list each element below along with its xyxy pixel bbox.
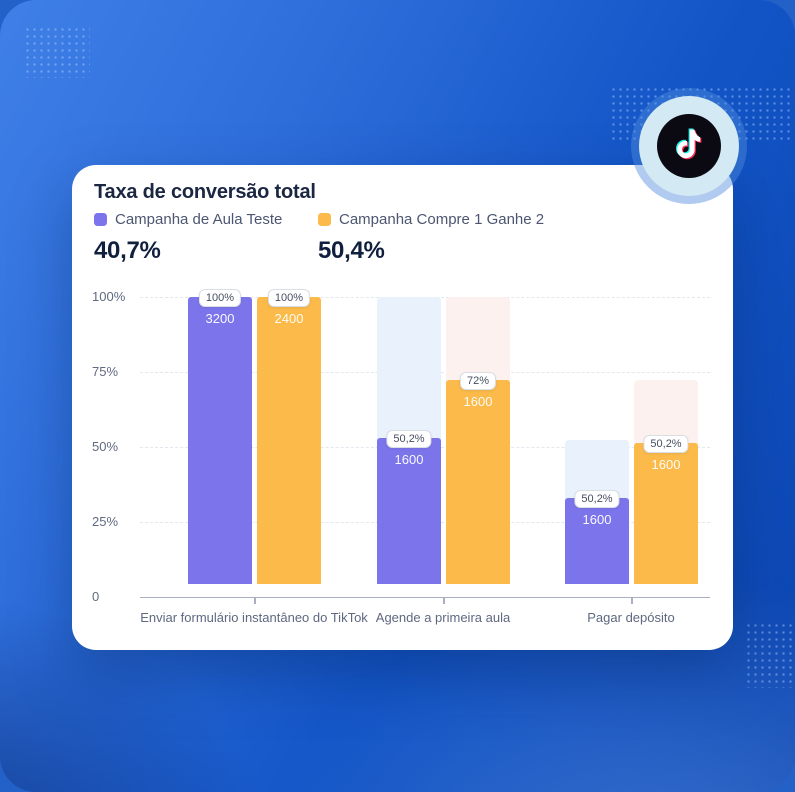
bar-percent-badge: 100% [267, 289, 311, 307]
x-axis-tick [254, 598, 256, 604]
bar-value-label: 1600 [651, 457, 681, 472]
y-axis-tick-label: 25% [92, 514, 119, 529]
x-axis-category-label: Agende a primeira aula [375, 610, 511, 625]
y-axis-tick-label: 75% [92, 364, 119, 379]
tiktok-logo [631, 88, 747, 204]
x-axis-line [140, 597, 710, 598]
bar-column: 50,2% 1600 [565, 296, 629, 584]
y-axis-tick-label: 100% [92, 289, 126, 304]
legend-swatch-orange [318, 213, 331, 226]
y-axis-tick-label: 50% [92, 439, 119, 454]
bar [257, 297, 321, 584]
bar-column: 50,2% 1600 [634, 296, 698, 584]
bar-column: 100% 3200 [188, 289, 252, 584]
bar-percent-badge: 72% [459, 372, 497, 390]
bar-value-label: 3200 [205, 311, 235, 326]
tiktok-logo-disc [657, 114, 721, 178]
legend-item-campanha-compre1ganhe2: Campanha Compre 1 Ganhe 2 [318, 211, 544, 228]
halftone-dots-top-left [24, 26, 90, 78]
bar [634, 443, 698, 584]
bar [188, 297, 252, 584]
bar-percent-badge: 50,2% [574, 490, 620, 508]
bar-column: 50,2% 1600 [377, 296, 441, 584]
bar-percent-badge: 50,2% [643, 435, 689, 453]
bar [565, 498, 629, 584]
bar-column: 100% 2400 [257, 289, 321, 584]
legend-swatch-purple [94, 213, 107, 226]
bar-percent-badge: 100% [198, 289, 242, 307]
halftone-dots-bottom-right [745, 622, 795, 688]
x-axis-tick [631, 598, 633, 604]
total-conversion-purple: 40,7% [94, 237, 161, 264]
legend-label: Campanha Compre 1 Ganhe 2 [339, 211, 545, 228]
x-axis-category-label: Enviar formulário instantâneo do TikTok [140, 610, 368, 625]
chart-title: Taxa de conversão total [94, 181, 316, 203]
bar-column: 72% 1600 [446, 296, 510, 584]
x-axis-tick [443, 598, 445, 604]
bar-value-label: 1600 [463, 394, 493, 409]
bar [377, 438, 441, 584]
y-axis-tick-label: 0 [92, 589, 100, 604]
bar [446, 380, 510, 584]
legend-label: Campanha de Aula Teste [115, 211, 283, 228]
total-conversion-orange: 50,4% [318, 237, 385, 264]
bar-value-label: 2400 [274, 311, 304, 326]
chart-card: Taxa de conversão total Campanha de Aula… [72, 165, 733, 650]
x-axis-category-label: Pagar depósito [587, 610, 675, 625]
bar-value-label: 1600 [394, 452, 424, 467]
bar-chart: 100% 75% 50% 25% 0 100% 3200 100% 2400 Enviar for… [72, 165, 733, 650]
tiktok-icon [676, 128, 702, 160]
bar-value-label: 1600 [582, 512, 612, 527]
legend-item-campanha-aula-teste: Campanha de Aula Teste [94, 211, 282, 228]
bar-percent-badge: 50,2% [386, 430, 432, 448]
